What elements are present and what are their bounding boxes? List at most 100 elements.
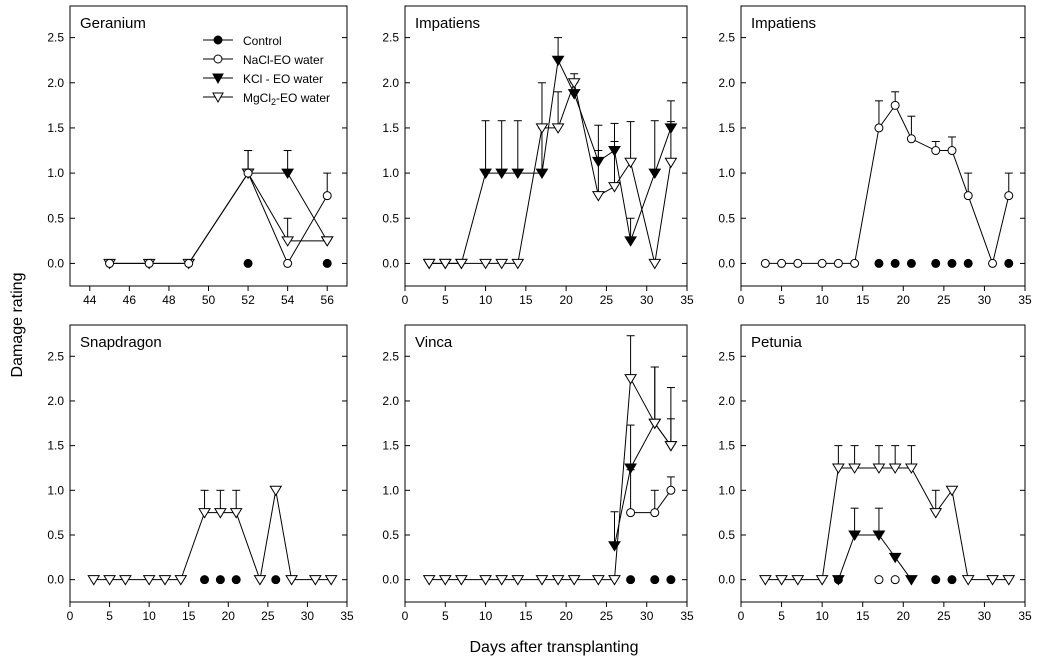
data-point [888, 552, 902, 564]
y-tick-label: 2.5 [718, 349, 735, 363]
x-tick-label: 35 [1018, 293, 1032, 307]
series-kcl-eo-water [831, 507, 918, 586]
x-tick-label: 20 [559, 609, 573, 623]
data-point [215, 575, 225, 585]
y-tick-label: 1.0 [47, 166, 64, 180]
data-point [890, 575, 900, 585]
data-point [963, 258, 973, 268]
series-line [429, 376, 672, 581]
data-point [947, 258, 957, 268]
x-tick-label: 10 [479, 293, 493, 307]
data-point [931, 146, 941, 156]
x-tick-label: 15 [519, 609, 533, 623]
data-point [591, 191, 605, 202]
panel-frame [69, 324, 348, 603]
y-tick-label: 0.5 [718, 528, 735, 542]
data-point [874, 575, 884, 585]
data-point [324, 575, 338, 586]
data-point [438, 258, 452, 270]
data-point [624, 236, 637, 247]
x-tick-label: 0 [738, 609, 745, 623]
data-point [793, 258, 803, 268]
legend-label-mgcl2: MgCl2-EO water [243, 91, 330, 107]
y-tick-label: 2.0 [718, 76, 735, 90]
series-nacl-eo-water [626, 469, 676, 518]
x-tick-label: 10 [815, 609, 829, 623]
data-point [479, 168, 492, 180]
series-nacl-eo-water [105, 150, 332, 268]
data-point [626, 508, 636, 518]
y-tick-label: 0.0 [47, 573, 64, 587]
data-point [945, 485, 959, 497]
data-point [495, 168, 509, 180]
x-tick-label: 5 [778, 609, 785, 623]
data-point [455, 258, 468, 270]
data-point [905, 575, 918, 586]
x-tick-label: 25 [261, 609, 275, 623]
panels: 0.00.51.01.52.02.544 46 48 50 52 54 56Geranium… [47, 5, 1032, 623]
y-tick-label: 1.0 [382, 166, 399, 180]
data-point [591, 575, 605, 586]
y-tick-label: 1.5 [47, 439, 64, 453]
x-tick-label: 20 [897, 293, 911, 307]
x-tick-label: 30 [978, 609, 992, 623]
data-point [931, 258, 941, 268]
y-tick-label: 1.0 [718, 166, 735, 180]
data-point [947, 575, 957, 585]
data-point [281, 168, 295, 180]
y-tick-label: 2.0 [47, 394, 64, 408]
y-tick-label: 2.5 [382, 31, 399, 45]
series-control [874, 258, 1014, 268]
x-tick-label: 15 [519, 293, 533, 307]
data-point [648, 168, 662, 180]
panel-title: Snapdragon [80, 334, 162, 351]
series-nacl-eo-water [874, 575, 900, 585]
y-tick-label: 2.0 [718, 394, 735, 408]
data-point [213, 508, 227, 519]
x-tick-label: 25 [600, 293, 614, 307]
data-point [848, 530, 861, 541]
data-point [158, 575, 172, 586]
data-point [890, 258, 900, 268]
data-point [608, 541, 621, 552]
series-nacl-eo-water [760, 91, 1014, 268]
data-point [285, 575, 298, 586]
x-tick-label: 20 [897, 609, 911, 623]
x-tick-label: 0 [402, 293, 409, 307]
panel-title: Vinca [415, 334, 453, 351]
series-line [429, 58, 672, 264]
y-tick-label: 1.5 [382, 121, 399, 135]
data-point [200, 575, 210, 585]
panel-title: Geranium [80, 15, 146, 32]
x-tick-label: 0 [738, 293, 745, 307]
data-point [231, 575, 241, 585]
panel-6: 0.0 0.5 1.0 1.5 2.0 2.5 0 5 10 15 20 25 30 35 Petunia [718, 324, 1032, 623]
series-mgcl2-eo-water [103, 150, 334, 270]
data-point [624, 463, 637, 474]
y-tick-label: 2.5 [47, 31, 64, 45]
data-point [666, 575, 676, 585]
y-tick-label: 0.5 [718, 211, 735, 225]
data-point [422, 575, 436, 586]
y-tick-label: 1.5 [718, 439, 735, 453]
data-point [872, 530, 886, 541]
legend-entry-mgcl2: MgCl2-EO water [203, 91, 330, 107]
y-tick-label: 0.0 [718, 256, 735, 270]
data-point [479, 258, 492, 270]
data-point [775, 575, 788, 586]
data-point [906, 134, 916, 144]
data-point [495, 258, 509, 270]
data-point [650, 508, 660, 518]
x-tick-label: 30 [640, 609, 654, 623]
panel-3: 0.0 0.5 1.0 1.5 2.0 2.5 0 5 10 15 20 25 30 35 Impatien… [718, 5, 1032, 307]
legend: Control NaCl-EO water KCl - EO water MgC… [203, 34, 330, 107]
data-point [608, 575, 621, 586]
legend-label-kcl: KCl - EO water [243, 72, 323, 86]
legend-entry-nacl: NaCl-EO water [203, 53, 324, 67]
data-point [850, 258, 860, 268]
y-tick-label: 2.5 [718, 31, 735, 45]
series-line [613, 422, 672, 546]
y-tick-label: 1.0 [382, 483, 399, 497]
y-tick-label: 2.5 [382, 349, 399, 363]
